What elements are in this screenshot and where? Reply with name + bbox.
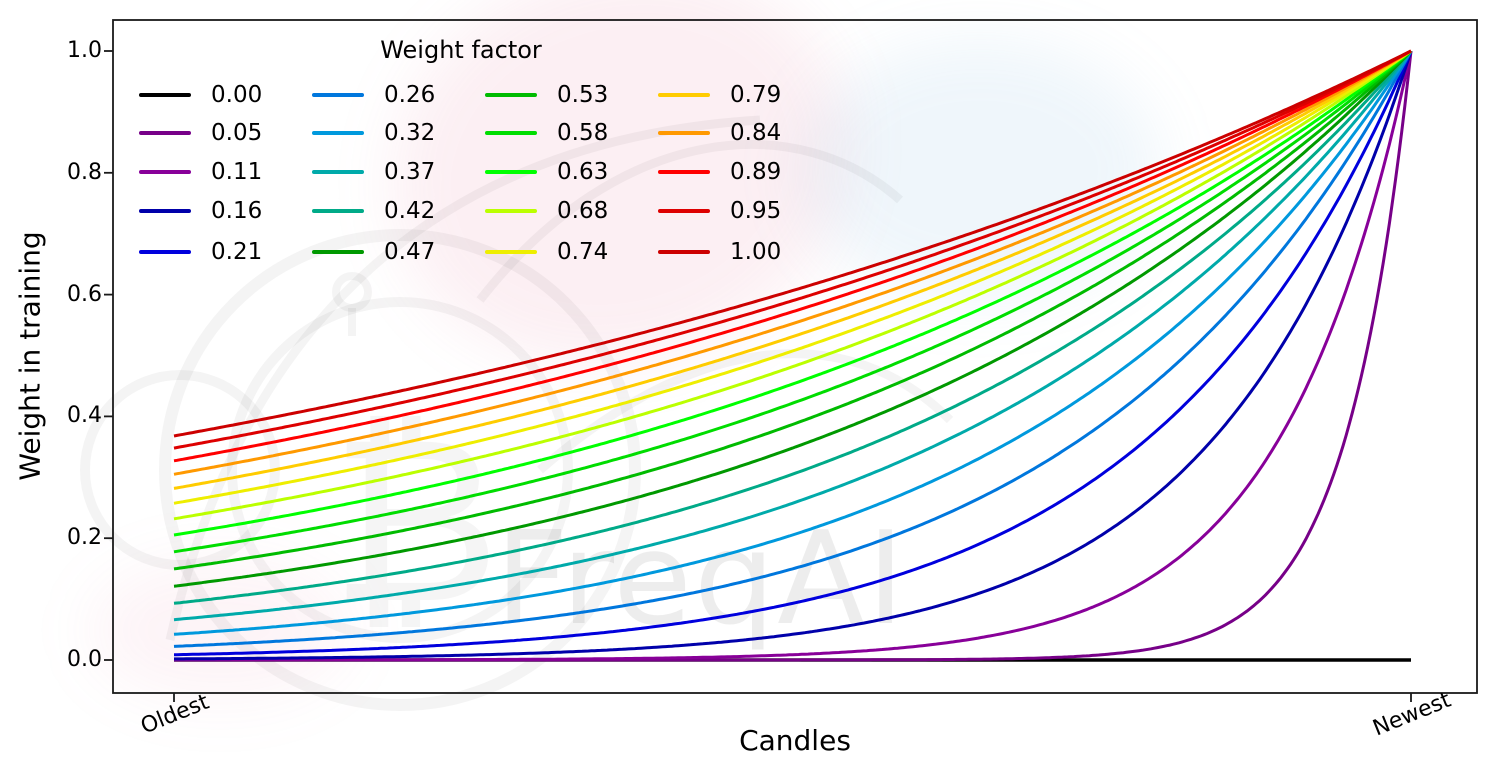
curve-wf-0.74 — [173, 49, 1412, 505]
legend-title: Weight factor — [380, 36, 542, 64]
legend-label: 0.47 — [384, 239, 436, 265]
curve-wf-0.42 — [173, 50, 1413, 605]
legend-swatch — [312, 93, 364, 97]
curve-wf-0.16 — [174, 50, 1413, 661]
legend-label: 0.95 — [730, 198, 782, 224]
curve-wf-0.32 — [173, 50, 1413, 636]
legend-label: 0.89 — [730, 159, 782, 185]
legend-swatch — [139, 170, 191, 174]
curve-wf-0.47 — [173, 49, 1413, 588]
axes-spines — [112, 19, 1478, 694]
curve-wf-0.26 — [173, 50, 1413, 648]
legend-swatch — [312, 250, 364, 254]
y-tick-label: 0.4 — [67, 403, 102, 429]
legend-swatch — [658, 93, 710, 97]
y-tick-label: 0.8 — [67, 159, 102, 185]
legend-label: 0.05 — [211, 120, 263, 146]
legend-label: 0.11 — [211, 159, 263, 185]
legend-swatch — [485, 250, 537, 254]
legend-swatch — [312, 170, 364, 174]
curve-wf-1.00 — [173, 49, 1412, 438]
legend-label: 0.16 — [211, 198, 263, 224]
curve-wf-0.53 — [173, 49, 1413, 571]
legend-swatch — [312, 131, 364, 135]
legend-swatch — [485, 131, 537, 135]
legend-swatch — [139, 209, 191, 213]
y-tick-label: 1.0 — [67, 38, 102, 63]
legend-swatch — [139, 250, 191, 254]
curve-wf-0.68 — [173, 49, 1412, 521]
legend-label: 0.74 — [557, 239, 609, 265]
legend-swatch — [658, 170, 710, 174]
legend-swatch — [658, 250, 710, 254]
legend-label: 0.42 — [384, 198, 436, 224]
legend-swatch — [312, 209, 364, 213]
legend-swatch — [139, 131, 191, 135]
curve-wf-0.79 — [173, 49, 1412, 490]
watermark-robot-logo: ₿ — [80, 115, 954, 711]
bitcoin-symbol-icon: ₿ — [330, 388, 500, 655]
curve-wf-0.89 — [173, 49, 1412, 463]
legend-label: 0.00 — [211, 82, 263, 108]
curve-wf-0.95 — [173, 49, 1412, 450]
legend-label: 0.37 — [384, 159, 436, 185]
antenna-knob-icon — [332, 272, 372, 312]
legend-swatch — [658, 209, 710, 213]
legend-label: 0.79 — [730, 82, 782, 108]
legend-swatch — [139, 93, 191, 97]
y-tick-label: 0.2 — [67, 525, 102, 551]
legend-label: 0.58 — [557, 120, 609, 146]
y-axis-label: Weight in training — [13, 231, 47, 481]
legend-label: 0.68 — [557, 198, 609, 224]
legend-label: 0.21 — [211, 239, 263, 265]
legend-label: 0.26 — [384, 82, 436, 108]
curve-wf-0.84 — [173, 49, 1412, 476]
y-tick-label: 0.6 — [67, 281, 102, 307]
legend-swatch — [485, 93, 537, 97]
legend-label: 0.84 — [730, 120, 782, 146]
y-tick-label: 0.0 — [67, 647, 102, 672]
leaf-swoosh-icon — [537, 349, 954, 474]
legend-label: 0.53 — [557, 82, 609, 108]
curve-wf-0.63 — [173, 49, 1412, 537]
legend-swatch — [485, 209, 537, 213]
legend-label: 0.63 — [557, 159, 609, 185]
legend-swatch — [658, 131, 710, 135]
curve-wf-0.11 — [174, 50, 1413, 662]
curve-wf-0.37 — [173, 50, 1413, 622]
leaf-swoosh-icon — [476, 140, 904, 303]
legend-swatch — [485, 170, 537, 174]
x-axis-label: Candles — [739, 724, 851, 757]
curve-wf-0.58 — [173, 49, 1412, 554]
legend-label: 1.00 — [730, 239, 782, 265]
legend-label: 0.32 — [384, 120, 436, 146]
curve-wf-0.21 — [174, 50, 1413, 657]
